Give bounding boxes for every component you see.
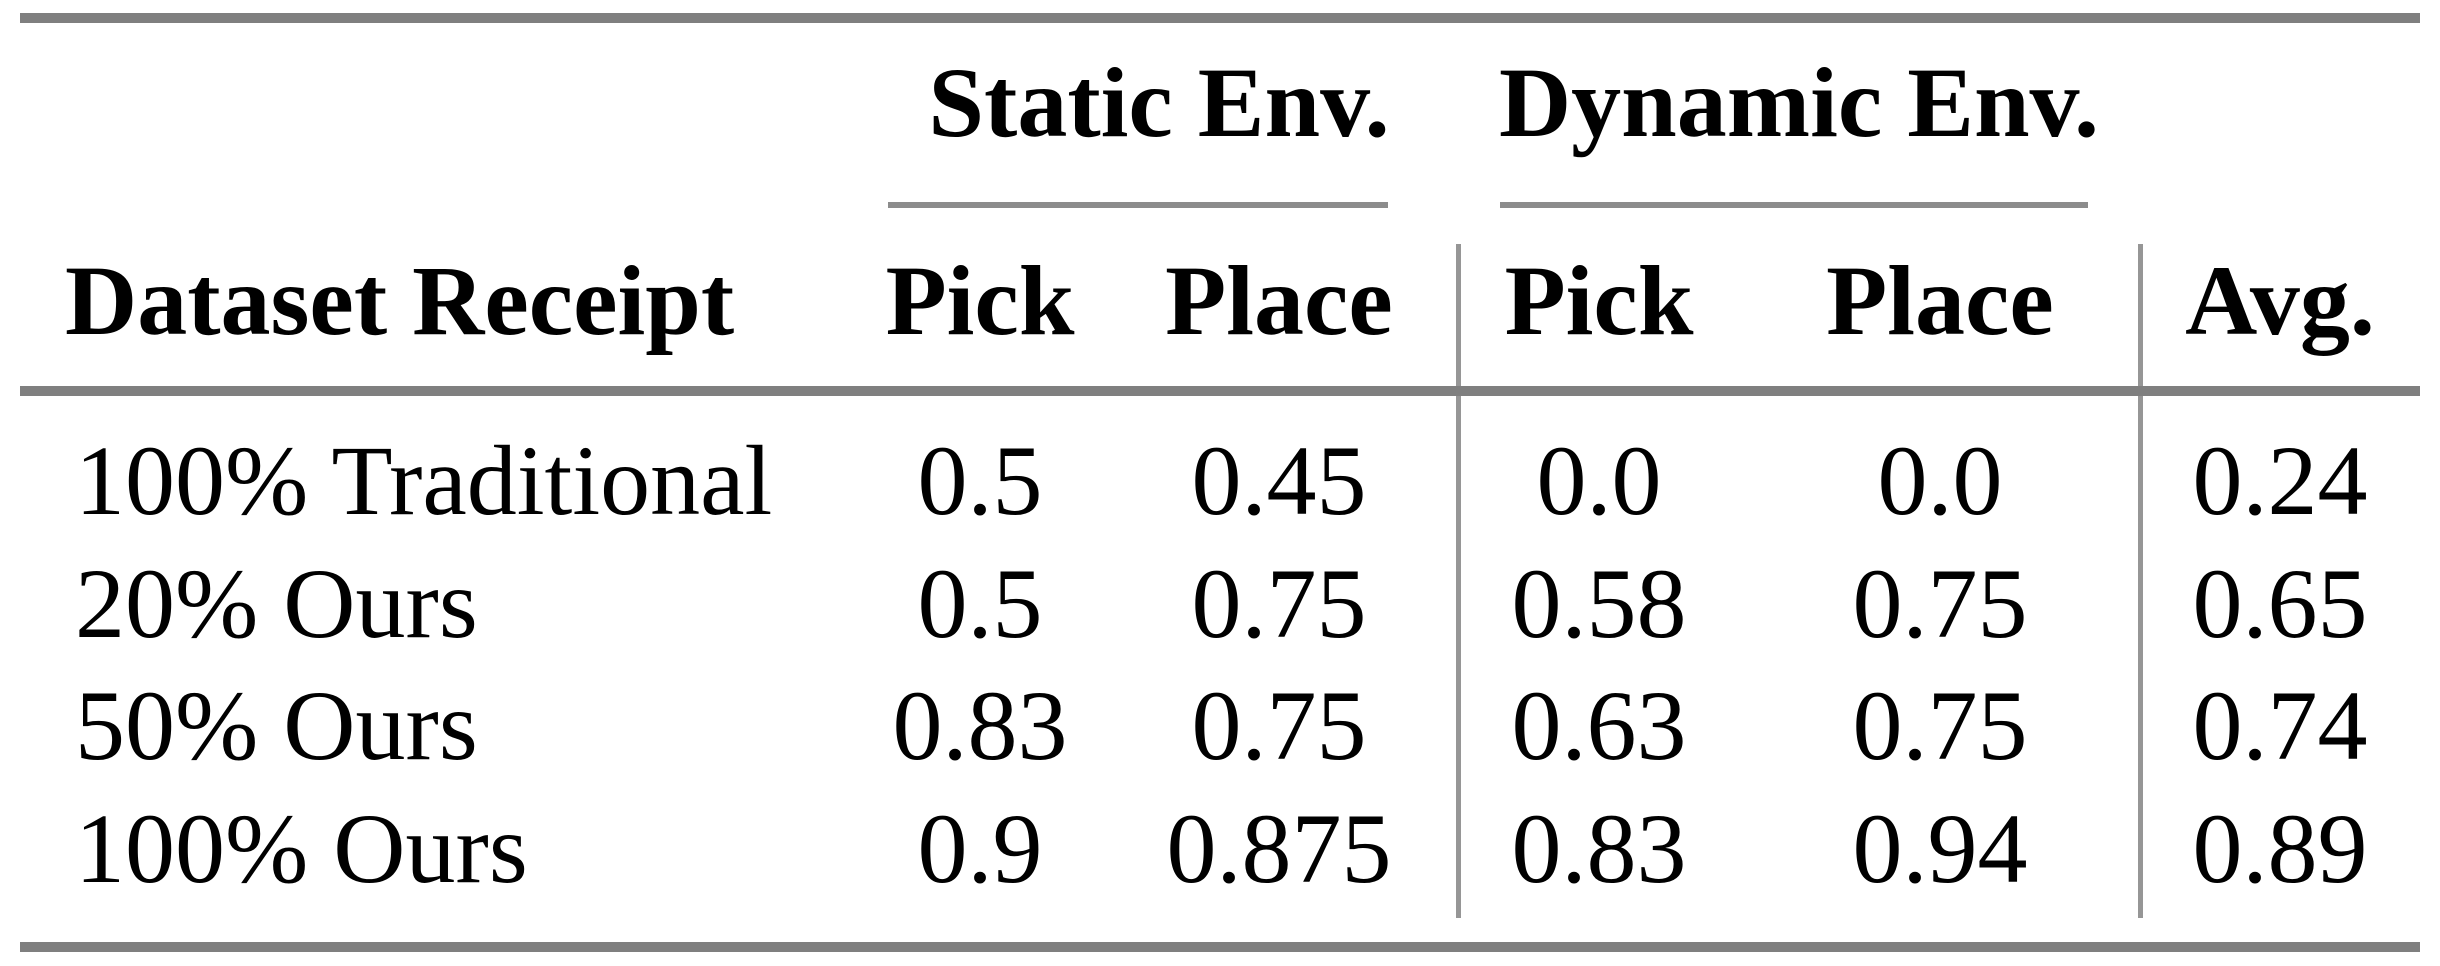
cell-static-pick: 0.5	[917, 425, 1043, 536]
table-bottom-rule	[20, 942, 2420, 952]
row-label: 20% Ours	[75, 548, 478, 659]
header-dynamic-pick: Pick	[1504, 245, 1694, 356]
table-row: 100% Ours 0.9 0.875 0.83 0.94 0.89	[20, 786, 2420, 911]
cell-static-place: 0.45	[1191, 425, 1367, 536]
column-header-row: Dataset Receipt Pick Place Pick Place Av…	[20, 238, 2420, 363]
cell-dynamic-pick: 0.0	[1536, 425, 1662, 536]
table-row: 100% Traditional 0.5 0.45 0.0 0.0 0.24	[20, 418, 2420, 543]
cell-avg: 0.65	[2192, 548, 2368, 659]
row-label: 100% Traditional	[75, 425, 773, 536]
table-row: 50% Ours 0.83 0.75 0.63 0.75 0.74	[20, 663, 2420, 788]
cell-dynamic-place: 0.75	[1852, 548, 2028, 659]
cell-static-place: 0.75	[1191, 548, 1367, 659]
cell-dynamic-pick: 0.63	[1511, 670, 1687, 781]
group-header-spacer	[20, 40, 860, 165]
cell-dynamic-pick: 0.83	[1511, 793, 1687, 904]
group-header-row: Static Env. Dynamic Env.	[20, 40, 2420, 165]
cell-dynamic-place: 0.75	[1852, 670, 2028, 781]
cell-static-pick: 0.5	[917, 548, 1043, 659]
table-row: 20% Ours 0.5 0.75 0.58 0.75 0.65	[20, 541, 2420, 666]
cell-static-place: 0.75	[1191, 670, 1367, 781]
cell-avg: 0.89	[2192, 793, 2368, 904]
header-dataset-receipt: Dataset Receipt	[65, 245, 735, 356]
cell-avg: 0.74	[2192, 670, 2368, 781]
dynamic-env-underline	[1500, 202, 2088, 208]
cell-static-pick: 0.83	[892, 670, 1068, 781]
cell-static-place: 0.875	[1166, 793, 1392, 904]
row-label: 50% Ours	[75, 670, 478, 781]
row-label: 100% Ours	[75, 793, 528, 904]
header-avg: Avg.	[2185, 245, 2375, 356]
cell-dynamic-place: 0.94	[1852, 793, 2028, 904]
cell-avg: 0.24	[2192, 425, 2368, 536]
column-separator-static-dynamic	[1456, 244, 1461, 918]
column-separator-avg	[2138, 244, 2143, 918]
cell-dynamic-pick: 0.58	[1511, 548, 1687, 659]
header-dynamic-place: Place	[1826, 245, 2054, 356]
group-header-dynamic-env: Dynamic Env.	[1498, 47, 2100, 158]
cell-dynamic-place: 0.0	[1877, 425, 2003, 536]
header-static-place: Place	[1165, 245, 1393, 356]
table-header-rule	[20, 386, 2420, 396]
header-static-pick: Pick	[885, 245, 1075, 356]
table-top-rule	[20, 13, 2420, 23]
static-env-underline	[888, 202, 1388, 208]
cell-static-pick: 0.9	[917, 793, 1043, 904]
group-header-static-env: Static Env.	[928, 47, 1390, 158]
